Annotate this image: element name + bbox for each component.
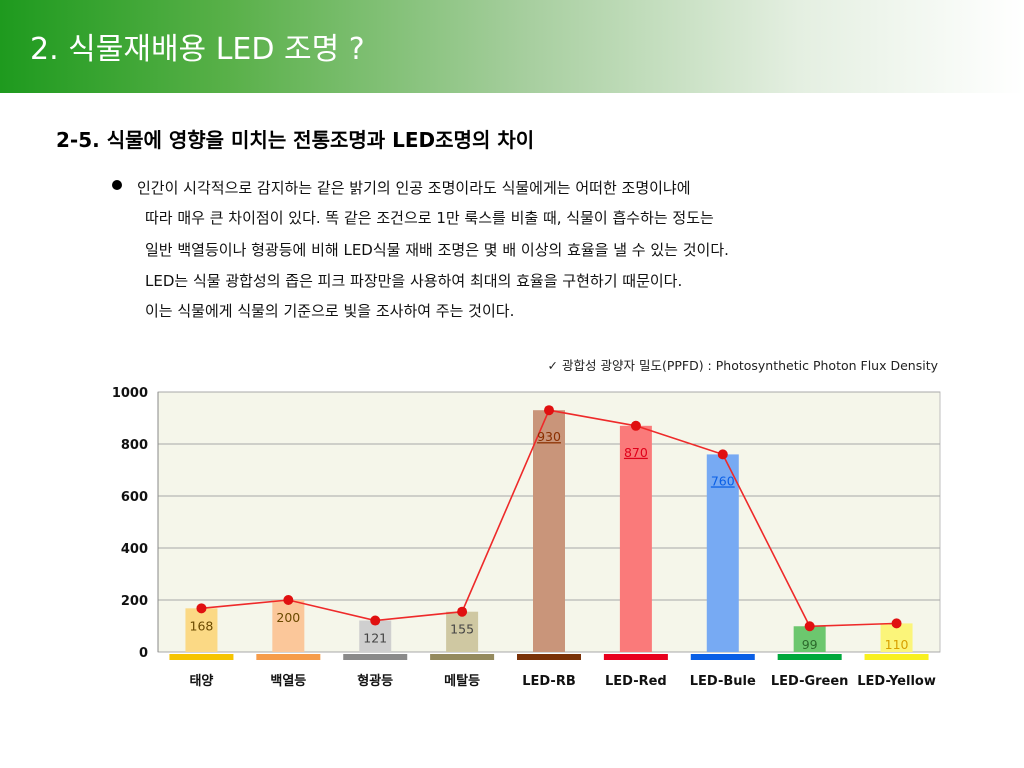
x-tick-label: LED-RB (522, 674, 576, 689)
bullet-line-1: 인간이 시각적으로 감지하는 같은 밝기의 인공 조명이라도 식물에게는 어떠한… (137, 179, 691, 197)
data-label: 760 (711, 473, 735, 488)
bullet-line-4: LED는 식물 광합성의 좁은 피크 파장만을 사용하여 최대의 효율을 구현하… (145, 272, 683, 290)
y-tick-label: 200 (121, 594, 148, 609)
data-point (544, 405, 554, 416)
category-swatch (169, 654, 234, 660)
bar (272, 600, 305, 652)
data-label: 930 (537, 429, 561, 444)
data-point (891, 618, 902, 629)
x-tick-label: 백열등 (270, 673, 306, 689)
y-tick-label: 400 (121, 542, 148, 557)
bar (533, 410, 565, 652)
bullet-line-3: 일반 백열등이나 형광등에 비해 LED식물 재배 조명은 몇 배 이상의 효율… (145, 241, 729, 259)
data-label: 200 (276, 610, 300, 625)
section-subtitle: 2-5. 식물에 영향을 미치는 전통조명과 LED조명의 차이 (56, 128, 535, 152)
data-label: 155 (450, 622, 474, 637)
x-tick-label: 형광등 (357, 673, 393, 689)
x-tick-label: 태양 (189, 674, 213, 689)
x-tick-label: LED-Bule (690, 674, 756, 689)
bullet-line-5: 이는 식물에게 식물의 기준으로 빛을 조사하여 주는 것이다. (145, 302, 515, 320)
y-tick-label: 600 (121, 490, 148, 505)
x-tick-label: 메탈등 (444, 674, 480, 689)
data-point (804, 621, 815, 632)
data-label: 121 (363, 631, 387, 646)
data-label: 99 (802, 637, 818, 652)
bullet-icon (112, 180, 122, 190)
data-point (283, 595, 294, 605)
category-swatch (343, 654, 408, 660)
bar (619, 425, 652, 652)
x-tick-label: LED-Red (605, 674, 667, 689)
data-point (630, 420, 641, 431)
data-point (196, 603, 207, 614)
data-label: 168 (190, 618, 214, 633)
data-point (370, 615, 381, 626)
chart-title: ✓ 광합성 광양자 밀도(PPFD) : Photosynthetic Phot… (548, 358, 939, 373)
x-tick-label: LED-Green (771, 674, 849, 689)
y-tick-label: 1000 (112, 386, 148, 401)
category-swatch (430, 654, 495, 660)
header-banner: 2. 식물재배용 LED 조명 ? (0, 0, 1024, 93)
bar (706, 454, 739, 652)
category-swatch (603, 654, 668, 660)
category-swatch (864, 654, 929, 660)
y-tick-label: 800 (121, 438, 148, 453)
category-swatch (256, 654, 321, 660)
page-title: 2. 식물재배용 LED 조명 ? (30, 32, 365, 67)
category-swatch (777, 654, 842, 660)
x-tick-label: LED-Yellow (857, 674, 936, 689)
y-tick-label: 0 (139, 646, 148, 661)
data-point (457, 606, 468, 617)
category-swatch (517, 654, 581, 660)
bar (185, 608, 218, 652)
data-label: 870 (624, 445, 648, 460)
bar (446, 611, 479, 652)
data-point (717, 449, 728, 460)
data-label: 110 (885, 637, 909, 652)
category-swatch (690, 654, 755, 660)
bullet-line-2: 따라 매우 큰 차이점이 있다. 똑 같은 조건으로 1만 룩스를 비출 때, … (145, 209, 714, 227)
bar (359, 620, 392, 652)
